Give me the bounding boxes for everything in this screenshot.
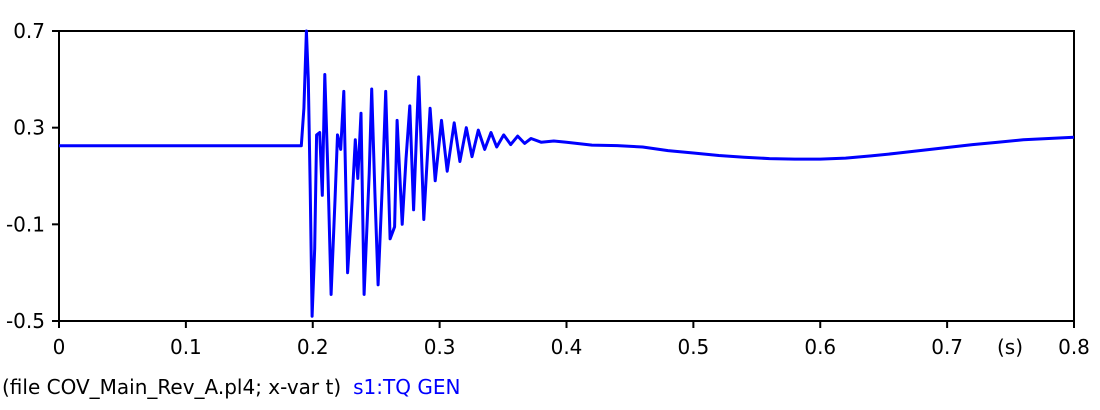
x-tick-label: 0.5	[677, 335, 709, 359]
x-tick-label: 0	[53, 335, 66, 359]
x-tick-label: 0.4	[551, 335, 583, 359]
x-tick-label: 0.3	[424, 335, 456, 359]
plot-area	[59, 31, 1074, 321]
chart: 0 0.1 0.2 0.3 0.4 0.5 0.6 0.7 0.8 0.7 0.3 -0.1 -0.5…	[0, 0, 1100, 370]
x-tick-label: 0.8	[1058, 335, 1090, 359]
x-axis-ticks: 0 0.1 0.2 0.3 0.4 0.5 0.6 0.7 0.8	[53, 321, 1090, 359]
y-tick-label: 0.3	[13, 116, 45, 140]
x-tick-label: 0.2	[297, 335, 329, 359]
series-legend-label: s1:TQ GEN	[353, 375, 460, 399]
y-tick-label: 0.7	[13, 19, 45, 43]
x-axis-label: (s)	[997, 335, 1023, 359]
y-tick-label: -0.1	[6, 212, 45, 236]
x-tick-label: 0.6	[804, 335, 836, 359]
footer: (file COV_Main_Rev_A.pl4; x-var t) s1:TQ …	[2, 375, 460, 399]
x-tick-label: 0.1	[170, 335, 202, 359]
y-tick-label: -0.5	[6, 309, 45, 333]
y-axis-ticks: 0.7 0.3 -0.1 -0.5	[6, 19, 59, 333]
x-tick-label: 0.7	[931, 335, 963, 359]
file-info-label: (file COV_Main_Rev_A.pl4; x-var t)	[2, 375, 341, 399]
